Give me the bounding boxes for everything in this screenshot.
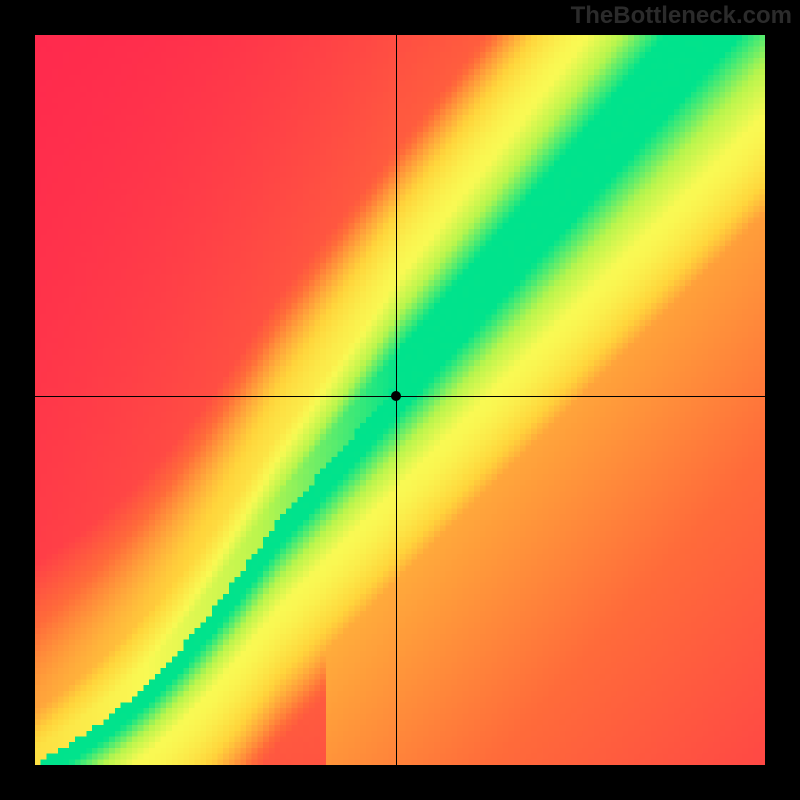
chart-container: TheBottleneck.com xyxy=(0,0,800,800)
bottleneck-heatmap xyxy=(35,35,765,765)
watermark-text: TheBottleneck.com xyxy=(571,2,792,30)
